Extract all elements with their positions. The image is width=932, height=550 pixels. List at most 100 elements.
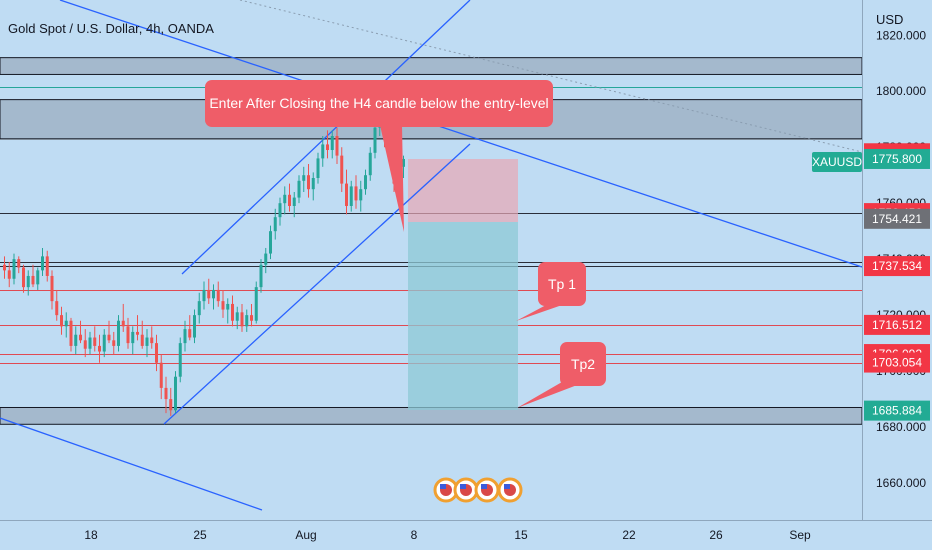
candle[interactable]: [259, 259, 263, 293]
candle[interactable]: [359, 180, 363, 212]
candle[interactable]: [145, 329, 149, 358]
candle[interactable]: [212, 284, 215, 310]
candle[interactable]: [273, 208, 277, 240]
descending-trend-line-lower[interactable]: [0, 417, 263, 511]
candle[interactable]: [98, 334, 101, 363]
candle[interactable]: [155, 334, 158, 372]
candle[interactable]: [131, 326, 135, 355]
candle[interactable]: [330, 130, 334, 159]
candle[interactable]: [335, 127, 339, 165]
candle[interactable]: [12, 253, 16, 285]
candle[interactable]: [269, 225, 272, 260]
price-label-badge[interactable]: 1775.800: [864, 148, 930, 169]
candle[interactable]: [349, 180, 353, 212]
candle[interactable]: [226, 298, 230, 324]
support-resistance-zone[interactable]: [0, 406, 863, 425]
candle[interactable]: [117, 315, 120, 352]
candle[interactable]: [307, 164, 310, 198]
candle[interactable]: [74, 326, 78, 355]
candle[interactable]: [311, 172, 315, 201]
candle[interactable]: [231, 295, 234, 327]
candle[interactable]: [60, 306, 63, 335]
price-label-badge[interactable]: 1685.884: [864, 400, 930, 421]
price-label-badge[interactable]: 1737.534: [864, 256, 930, 277]
candle[interactable]: [107, 320, 111, 344]
symbol-badge[interactable]: XAUUSD: [812, 152, 862, 172]
candle[interactable]: [283, 186, 287, 215]
candle[interactable]: [55, 289, 59, 321]
tp2-callout[interactable]: Tp2: [517, 342, 606, 408]
candle[interactable]: [112, 331, 116, 355]
candle[interactable]: [302, 166, 306, 192]
candle[interactable]: [41, 247, 44, 276]
event-icons[interactable]: [433, 477, 523, 503]
tp1-callout[interactable]: Tp 1: [516, 262, 586, 321]
candle[interactable]: [3, 256, 6, 279]
candle[interactable]: [136, 315, 139, 341]
us-flag-event-icon[interactable]: [453, 477, 479, 503]
candle[interactable]: [207, 278, 211, 304]
candle[interactable]: [254, 281, 258, 324]
entry-note-callout[interactable]: Enter After Closing the H4 candle below …: [205, 80, 553, 232]
candle[interactable]: [221, 289, 225, 318]
candle[interactable]: [64, 312, 68, 338]
candle[interactable]: [345, 169, 348, 215]
price-label-badge[interactable]: 1703.054: [864, 352, 930, 373]
candle[interactable]: [354, 175, 358, 209]
candle[interactable]: [69, 317, 73, 352]
candle[interactable]: [188, 315, 192, 341]
candle[interactable]: [402, 155, 405, 178]
price-axis[interactable]: USD 1820.0001800.0001780.0001760.0001740…: [812, 0, 932, 520]
candle[interactable]: [22, 264, 25, 293]
candle[interactable]: [7, 261, 11, 288]
candle[interactable]: [278, 197, 282, 226]
price-label-badge[interactable]: 1754.421: [864, 208, 930, 229]
candle[interactable]: [45, 250, 49, 282]
candle[interactable]: [202, 281, 206, 310]
candle[interactable]: [235, 306, 239, 330]
take-profit-zone[interactable]: [408, 222, 518, 410]
candle[interactable]: [79, 320, 82, 344]
candle[interactable]: [316, 152, 320, 184]
candle[interactable]: [140, 320, 144, 349]
candle[interactable]: [169, 387, 173, 416]
candle[interactable]: [197, 292, 201, 324]
candle[interactable]: [93, 326, 97, 352]
candle[interactable]: [26, 270, 30, 296]
candle[interactable]: [288, 183, 291, 212]
channel-upper-line[interactable]: [181, 0, 471, 275]
candle[interactable]: [174, 371, 177, 414]
candle[interactable]: [340, 147, 344, 192]
candle[interactable]: [297, 175, 301, 204]
channel-lower-line[interactable]: [163, 143, 471, 425]
time-axis[interactable]: 18 25 Aug 8 15 22 26 Sep: [0, 520, 932, 550]
candle[interactable]: [88, 331, 92, 355]
candle[interactable]: [250, 303, 253, 327]
candle[interactable]: [150, 326, 154, 349]
candle[interactable]: [164, 376, 168, 414]
candle[interactable]: [216, 281, 220, 307]
price-label-badge[interactable]: 1716.512: [864, 314, 930, 335]
candle[interactable]: [321, 136, 325, 167]
candle[interactable]: [17, 256, 21, 274]
descending-trend-line-upper[interactable]: [59, 0, 863, 268]
candle[interactable]: [193, 309, 196, 344]
candle[interactable]: [50, 270, 54, 310]
candle[interactable]: [126, 317, 130, 349]
candle[interactable]: [121, 303, 125, 332]
support-resistance-zone[interactable]: [0, 57, 863, 75]
candle[interactable]: [36, 267, 40, 290]
candle[interactable]: [364, 169, 367, 195]
position-tool[interactable]: [408, 159, 518, 410]
candle[interactable]: [178, 337, 182, 383]
dotted-trend-line[interactable]: [239, 0, 863, 153]
candle[interactable]: [326, 130, 329, 159]
candle[interactable]: [264, 247, 268, 274]
stop-loss-zone[interactable]: [408, 159, 518, 222]
candle[interactable]: [83, 329, 87, 358]
candle[interactable]: [102, 329, 106, 358]
candle[interactable]: [159, 354, 163, 400]
candle[interactable]: [245, 309, 249, 332]
us-flag-event-icon[interactable]: [474, 477, 500, 503]
